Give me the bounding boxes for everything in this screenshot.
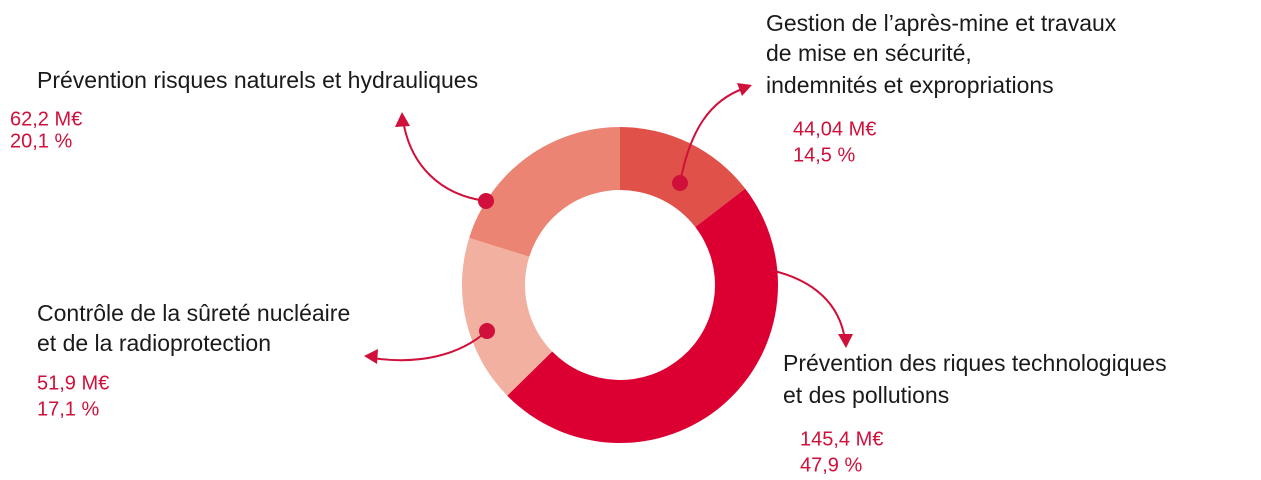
arrow xyxy=(371,330,488,362)
percent-label: 14,5 % xyxy=(793,144,855,166)
category-label: de mise en sécurité, xyxy=(766,40,972,66)
arrow xyxy=(679,87,746,184)
amount-label: 44,04 M€ xyxy=(793,118,876,140)
arrow xyxy=(402,119,487,202)
category-label: indemnités et expropriations xyxy=(766,72,1054,98)
percent-label: 20,1 % xyxy=(10,130,72,152)
dot xyxy=(479,323,495,339)
amount-label: 51,9 M€ xyxy=(37,372,109,394)
arrowhead xyxy=(838,334,853,348)
category-label: et des pollutions xyxy=(783,382,949,408)
percent-label: 17,1 % xyxy=(37,398,99,420)
amount-label: 62,2 M€ xyxy=(10,108,82,130)
slice xyxy=(461,237,553,396)
dot xyxy=(478,193,494,209)
slice xyxy=(469,127,620,257)
dot xyxy=(672,175,688,191)
arrowhead xyxy=(395,112,410,127)
category-label: et de la radioprotection xyxy=(37,330,271,356)
arrows xyxy=(364,83,853,364)
percent-label: 47,9 % xyxy=(800,454,862,476)
slice xyxy=(507,188,779,444)
amount-label: 145,4 M€ xyxy=(800,428,883,450)
donut xyxy=(461,127,779,444)
category-label: Prévention risques naturels et hydrauliq… xyxy=(37,67,478,93)
arrowhead xyxy=(737,83,752,96)
category-label: Prévention des riques technologiques xyxy=(783,350,1167,376)
category-label: Contrôle de la sûreté nucléaire xyxy=(37,300,350,326)
arrowhead xyxy=(364,349,378,364)
arrow xyxy=(769,269,846,341)
category-label: Gestion de l’après-mine et travaux xyxy=(766,10,1117,36)
